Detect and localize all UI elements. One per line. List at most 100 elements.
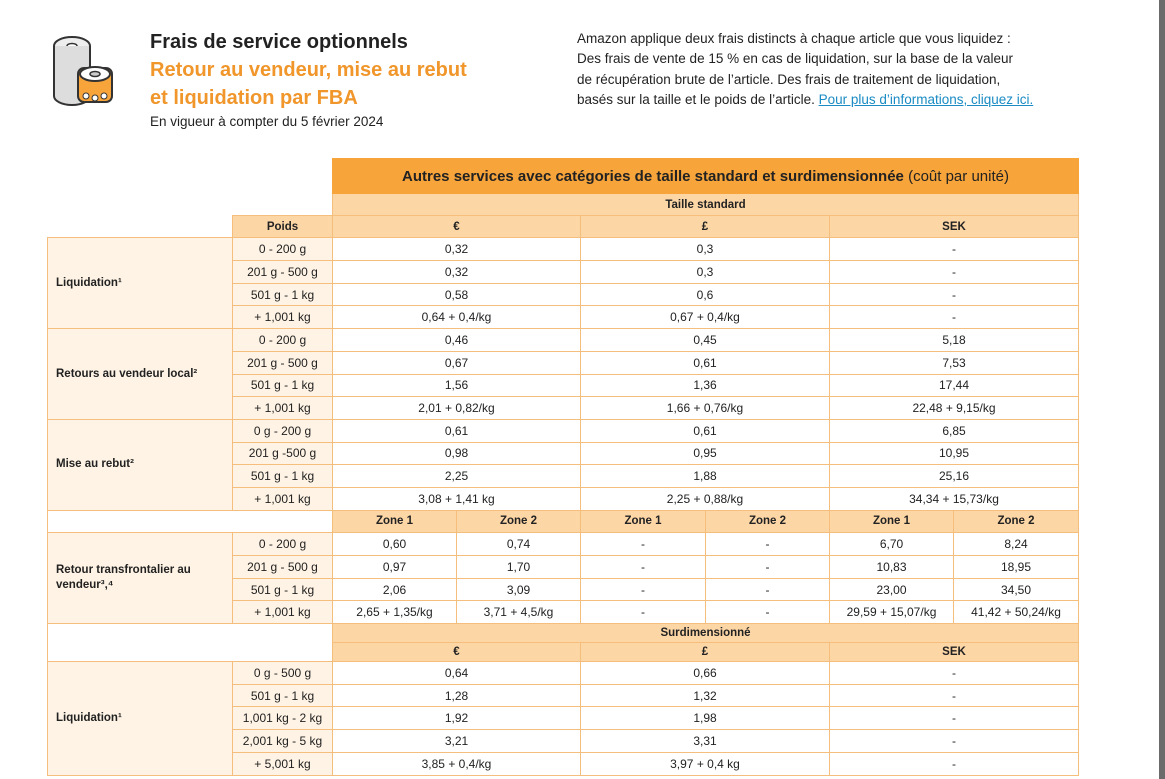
fee: 2,01 + 0,82/kg (332, 396, 581, 420)
table-row: 501 g - 1 kg 1,56 1,36 17,44 (48, 373, 1079, 398)
caption-note: (coût par unité) (908, 167, 1009, 185)
fee: - (580, 577, 706, 602)
fee: - (829, 237, 1079, 262)
table-row: + 1,001 kg 2,01 + 0,82/kg 1,66 + 0,76/kg 22… (48, 396, 1079, 420)
description: Amazon applique deux frais distincts à c… (577, 29, 1033, 110)
fee: 10,83 (829, 555, 954, 579)
fee: - (705, 555, 830, 579)
table-row: 201 g - 500 g 0,97 1,70- -10,83 18,95 (48, 555, 1079, 579)
fee: 34,50 (953, 577, 1079, 602)
weight: 1,001 kg - 2 kg (232, 706, 333, 731)
caption-text: Autres services avec catégories de taill… (402, 167, 904, 185)
group-label: Retour transfrontalier au vendeur³,⁴ (47, 532, 233, 625)
weight: 2,001 kg - 5 kg (232, 729, 333, 753)
fee: 3,85 + 0,4/kg (332, 751, 581, 776)
table-row: 201 g - 500 g 0,32 0,3- (48, 260, 1079, 284)
weight: 0 - 200 g (232, 532, 333, 556)
fee: 0,74 (456, 532, 581, 556)
empty (47, 158, 333, 194)
fee: 0,61 (332, 418, 581, 443)
fee: 0,60 (332, 532, 457, 556)
fee: 3,08 + 1,41 kg (332, 486, 581, 511)
fee: - (829, 706, 1079, 731)
weight: 0 - 200 g (232, 237, 333, 262)
fee: 29,59 + 15,07/kg (829, 600, 954, 625)
fee: - (829, 661, 1079, 685)
weight: + 5,001 kg (232, 751, 333, 776)
currency-header: € (332, 642, 581, 663)
fee: 0,45 (580, 328, 830, 352)
empty (47, 623, 333, 663)
group-label: Mise au rebut² (47, 418, 233, 511)
fee: 1,88 (580, 464, 830, 488)
fee: 2,06 (332, 577, 457, 602)
fee: 1,70 (456, 555, 581, 579)
fee: 3,31 (580, 729, 830, 753)
title: Frais de service optionnels (150, 31, 408, 53)
fee: 0,46 (332, 328, 581, 352)
fee: 1,56 (332, 373, 581, 398)
section-header: Surdimensionné (332, 623, 1079, 644)
fee: 8,24 (953, 532, 1079, 556)
table-caption: Autres services avec catégories de taill… (332, 158, 1079, 194)
fee: - (829, 683, 1079, 708)
zone-header: Zone 1 (332, 509, 457, 534)
desc-line: Amazon applique deux frais distincts à c… (577, 31, 1011, 46)
effective-date: En vigueur à compter du 5 février 2024 (150, 114, 384, 129)
desc-line: de récupération brute de l’article. Des … (577, 71, 1001, 87)
weight: 201 g -500 g (232, 441, 333, 466)
subtitle: et liquidation par FBA (150, 87, 358, 109)
fee: 23,00 (829, 577, 954, 602)
fee: - (705, 532, 830, 556)
fee: 18,95 (953, 555, 1079, 579)
table-row: € £ SEK (48, 642, 1079, 663)
table-row: Zone 1 Zone 2 Zone 1 Zone 2 Zone 1 Zone 2 (47, 509, 1079, 534)
weight-header: Poids (232, 215, 333, 239)
table-row: Taille standard (47, 192, 1079, 217)
empty (47, 215, 233, 238)
weight: 501 g - 1 kg (232, 577, 333, 602)
fee: - (829, 729, 1079, 753)
fee: 0,64 + 0,4/kg (332, 305, 581, 330)
currency-header: SEK (829, 642, 1079, 663)
table-row: 501 g - 1 kg 2,25 1,88 25,16 (48, 464, 1079, 488)
table-row: Retours au vendeur local² 0 - 200 g 0,46 0,… (47, 328, 1079, 420)
weight: + 1,001 kg (232, 396, 333, 420)
fee: - (829, 751, 1079, 776)
fee: 1,66 + 0,76/kg (580, 396, 830, 420)
zone-header: Zone 2 (456, 509, 581, 534)
table-row: Retour transfrontalier au vendeur³,⁴ 0 - … (47, 532, 1079, 625)
weight: + 1,001 kg (232, 305, 333, 330)
fee: - (829, 282, 1079, 307)
table-row: 501 g - 1 kg 0,58 0,6- (48, 282, 1079, 307)
fee: - (580, 555, 706, 579)
desc-line: basés sur la taille et le poids de l’art… (577, 90, 1033, 110)
weight: 0 g - 500 g (232, 661, 333, 685)
fee: - (705, 577, 830, 602)
fee: 10,95 (829, 441, 1079, 466)
fee-table: Autres services avec catégories de taill… (47, 158, 1079, 776)
info-link[interactable]: Pour plus d’informations, cliquez ici. (818, 91, 1034, 107)
fee: 0,64 (332, 661, 581, 685)
fee: 2,65 + 1,35/kg (332, 600, 457, 625)
viewer-edge (1159, 0, 1165, 779)
fee: - (580, 532, 706, 556)
currency-header: € (332, 215, 581, 239)
section-header: Taille standard (332, 192, 1079, 217)
weight: 0 g - 200 g (232, 418, 333, 443)
fee: 34,34 + 15,73/kg (829, 486, 1079, 511)
zone-header: Zone 1 (829, 509, 954, 534)
table-row: + 1,001 kg 2,65 + 1,35/kg 3,71 + 4,5/kg - -2… (48, 600, 1079, 625)
fee: 0,95 (580, 441, 830, 466)
fee: 22,48 + 9,15/kg (829, 396, 1079, 420)
desc-line: Des frais de vente de 15 % en cas de liq… (577, 51, 1014, 67)
weight: 501 g - 1 kg (232, 373, 333, 398)
table-row: 1,001 kg - 2 kg 1,92 1,98- (48, 706, 1079, 731)
fee: 2,25 + 0,88/kg (580, 486, 830, 511)
fee: 0,67 (332, 350, 581, 375)
fee: 3,97 + 0,4 kg (580, 751, 830, 776)
fee: 0,97 (332, 555, 457, 579)
fee: - (705, 600, 830, 625)
weight: 0 - 200 g (232, 328, 333, 352)
